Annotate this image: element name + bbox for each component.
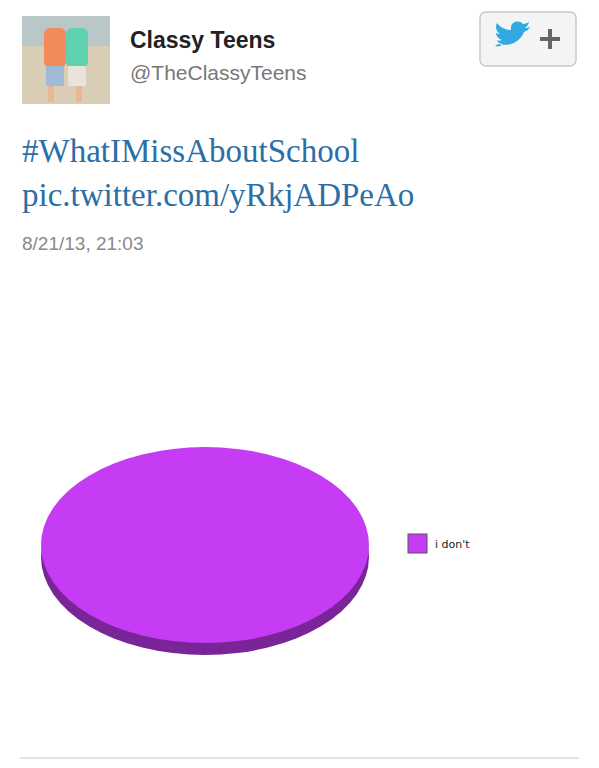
avatar-person	[46, 66, 64, 86]
link[interactable]: pic.twitter.com/yRkjADPeAo	[22, 177, 414, 213]
timestamp: 8/21/13, 21:03	[22, 233, 144, 254]
avatar-person	[66, 28, 88, 68]
button-frame[interactable]	[480, 12, 576, 66]
follow-button[interactable]	[480, 12, 576, 66]
avatar-person	[44, 28, 66, 68]
bird-icon[interactable]	[495, 22, 530, 47]
avatar-bg	[22, 16, 110, 104]
avatar-person	[48, 86, 54, 102]
pie-slice	[41, 447, 369, 643]
legend: i don't	[408, 534, 470, 553]
page: Classy Teens @TheClassyTeens #WhatIMissAbo…	[0, 0, 599, 768]
plus-icon[interactable]	[540, 29, 560, 49]
avatar	[22, 16, 110, 104]
chart	[41, 447, 369, 655]
hashtag[interactable]: #WhatIMissAboutSchool	[22, 133, 359, 169]
legend-label: i don't	[435, 538, 470, 551]
user-name: Classy Teens	[130, 27, 275, 53]
user-handle: @TheClassyTeens	[130, 61, 307, 84]
avatar-person	[68, 66, 86, 86]
divider	[20, 757, 579, 759]
avatar-person	[76, 86, 82, 102]
legend-swatch	[408, 534, 427, 553]
